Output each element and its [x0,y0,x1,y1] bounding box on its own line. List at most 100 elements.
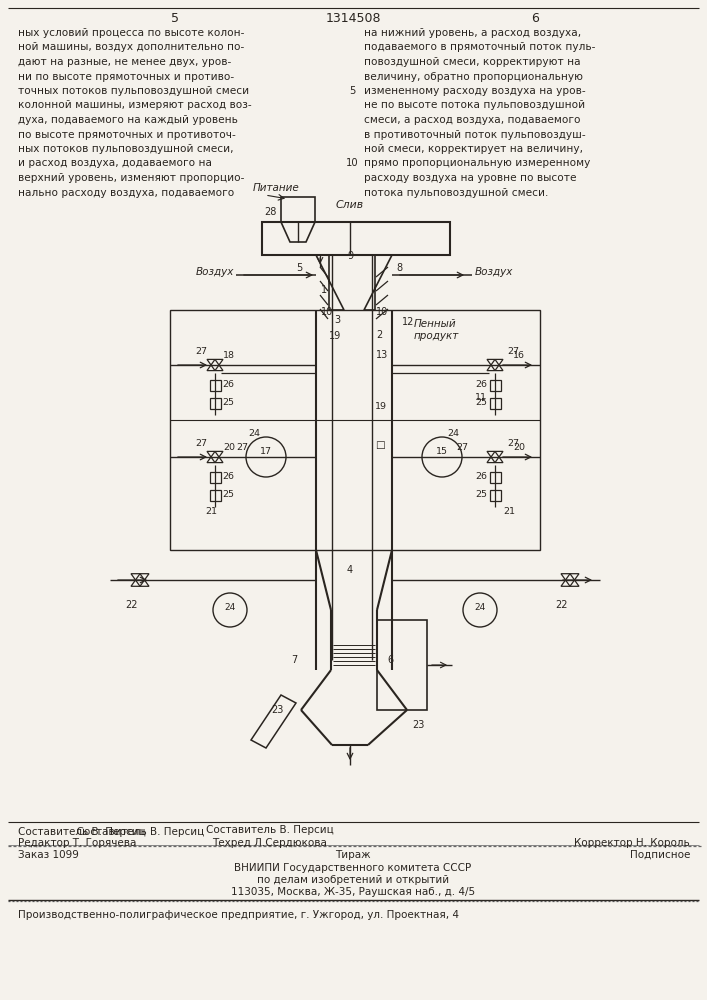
Text: 11: 11 [475,393,487,402]
Text: Подписное: Подписное [630,850,690,860]
Text: 22: 22 [126,600,139,610]
Text: 24: 24 [248,429,260,438]
Text: и расход воздуха, додаваемого на: и расход воздуха, додаваемого на [18,158,212,168]
Text: ни по высоте прямоточных и противо-: ни по высоте прямоточных и противо- [18,72,234,82]
Text: 8: 8 [396,263,402,273]
Text: 27: 27 [507,347,519,356]
Text: Производственно-полиграфическое предприятие, г. Ужгород, ул. Проектная, 4: Производственно-полиграфическое предприя… [18,910,459,920]
Text: ной машины, воздух дополнительно по-: ной машины, воздух дополнительно по- [18,42,244,52]
Bar [209,379,221,390]
Text: 10: 10 [376,307,388,317]
Text: расходу воздуха на уровне по высоте: расходу воздуха на уровне по высоте [364,173,576,183]
Text: колонной машины, измеряют расход воз-: колонной машины, измеряют расход воз- [18,101,252,110]
Text: смеси, а расход воздуха, подаваемого: смеси, а расход воздуха, подаваемого [364,115,580,125]
Text: 19: 19 [329,331,341,341]
Text: 26: 26 [222,472,234,481]
Text: 28: 28 [264,207,276,217]
Text: 6: 6 [531,12,539,25]
Text: Воздух: Воздух [196,267,234,277]
Text: 26: 26 [475,380,487,389]
Text: 18: 18 [223,351,235,360]
Text: верхний уровень, изменяют пропорцио-: верхний уровень, изменяют пропорцио- [18,173,245,183]
Text: 16: 16 [513,351,525,360]
Text: по делам изобретений и открытий: по делам изобретений и открытий [257,875,449,885]
Bar [209,489,221,500]
Text: прямо пропорциональную измеренному: прямо пропорциональную измеренному [364,158,590,168]
Text: подаваемого в прямоточный поток пуль-: подаваемого в прямоточный поток пуль- [364,42,595,52]
Text: 12: 12 [402,317,414,327]
Text: 17: 17 [260,448,272,456]
Text: 24: 24 [474,603,486,612]
Text: 5: 5 [296,263,302,273]
Text: 23: 23 [271,705,284,715]
Text: 27: 27 [236,443,248,452]
Text: 25: 25 [475,398,487,407]
Text: 23: 23 [412,720,424,730]
Text: по высоте прямоточных и противоточ-: по высоте прямоточных и противоточ- [18,129,235,139]
Text: 7: 7 [291,655,297,665]
Text: 13: 13 [376,350,388,360]
Text: 1: 1 [321,285,327,295]
Text: 27: 27 [195,439,207,448]
Text: 113035, Москва, Ж-35, Раушская наб., д. 4/5: 113035, Москва, Ж-35, Раушская наб., д. … [231,887,475,897]
Text: на нижний уровень, а расход воздуха,: на нижний уровень, а расход воздуха, [364,28,581,38]
Text: величину, обратно пропорциональную: величину, обратно пропорциональную [364,72,583,82]
Bar [262,222,450,255]
Text: Питание: Питание [253,183,300,193]
Bar [489,397,501,408]
Text: повоздушной смеси, корректируют на: повоздушной смеси, корректируют на [364,57,580,67]
Text: 21: 21 [503,507,515,516]
Text: Составитель В. Персиц: Составитель В. Персиц [18,827,146,837]
Text: 27: 27 [195,347,207,356]
Text: 6: 6 [387,655,393,665]
Bar [209,397,221,408]
Text: духа, подаваемого на каждый уровень: духа, подаваемого на каждый уровень [18,115,238,125]
Text: 26: 26 [222,380,234,389]
Text: 24: 24 [224,603,235,612]
Text: ной смеси, корректирует на величину,: ной смеси, корректирует на величину, [364,144,583,154]
Text: 27: 27 [507,439,519,448]
Text: Составитель В. Персиц: Составитель В. Персиц [206,825,334,835]
Text: измененному расходу воздуха на уров-: измененному расходу воздуха на уров- [364,86,585,96]
Text: Пенный
продукт: Пенный продукт [414,319,460,341]
Text: 1314508: 1314508 [325,12,381,25]
Text: 20: 20 [223,443,235,452]
Text: 25: 25 [222,398,234,407]
Text: нально расходу воздуха, подаваемого: нально расходу воздуха, подаваемого [18,188,234,198]
Text: □: □ [375,440,385,450]
Text: 15: 15 [436,448,448,456]
Text: ных условий процесса по высоте колон-: ных условий процесса по высоте колон- [18,28,245,38]
Text: Тираж: Тираж [335,850,370,860]
Text: 27: 27 [456,443,468,452]
Text: 2: 2 [376,330,382,340]
Text: 9: 9 [347,251,353,261]
Text: 25: 25 [222,490,234,499]
Text: точных потоков пульповоздушной смеси: точных потоков пульповоздушной смеси [18,86,249,96]
Bar [489,489,501,500]
Bar [377,620,427,710]
Text: дают на разные, не менее двух, уров-: дают на разные, не менее двух, уров- [18,57,231,67]
Text: 25: 25 [475,490,487,499]
Text: Редактор Т. Горячева: Редактор Т. Горячева [18,838,136,848]
Text: 20: 20 [513,443,525,452]
Text: 3: 3 [334,315,340,325]
Text: Корректор Н. Король: Корректор Н. Король [574,838,690,848]
Text: в противоточный поток пульповоздуш-: в противоточный поток пульповоздуш- [364,129,585,139]
Text: 21: 21 [205,507,217,516]
Text: Техред Л.Сердюкова: Техред Л.Сердюкова [213,838,327,848]
Text: Составитель В. Персиц: Составитель В. Персиц [18,827,204,837]
Text: 10: 10 [321,307,333,317]
Text: ВНИИПИ Государственного комитета СССР: ВНИИПИ Государственного комитета СССР [235,863,472,873]
Text: 26: 26 [475,472,487,481]
Text: потока пульповоздушной смеси.: потока пульповоздушной смеси. [364,188,549,198]
Text: 5: 5 [171,12,179,25]
Text: не по высоте потока пульповоздушной: не по высоте потока пульповоздушной [364,101,585,110]
Text: 10: 10 [346,158,358,168]
Bar [209,472,221,483]
Text: 19: 19 [375,402,387,411]
Bar [281,197,315,222]
Text: 4: 4 [347,565,353,575]
Text: 22: 22 [556,600,568,610]
Text: Заказ 1099: Заказ 1099 [18,850,79,860]
Text: Воздух: Воздух [475,267,513,277]
